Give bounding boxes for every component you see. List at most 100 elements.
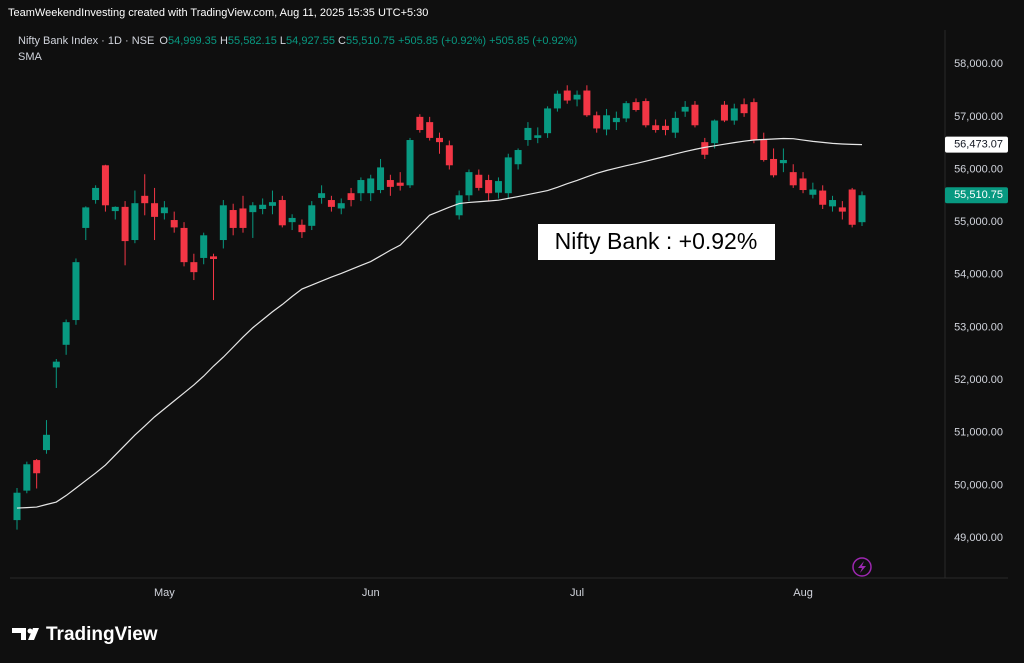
candle-body (160, 207, 168, 214)
logo-mark (12, 628, 26, 640)
candle-body (455, 195, 463, 216)
legend-line: Nifty Bank Index · 1D · NSE O54,999.35 H… (18, 35, 577, 47)
candle-body (671, 117, 679, 133)
candle-body (219, 205, 227, 241)
candle-body (259, 204, 267, 209)
candle-body (42, 434, 50, 451)
ohlc-key: L (280, 35, 286, 47)
candle-body (603, 115, 611, 130)
candle-body (642, 101, 650, 126)
candle-body (13, 492, 21, 521)
candle-body (593, 115, 601, 129)
candle-body (210, 256, 218, 259)
x-tick-label: May (154, 587, 175, 599)
alert-bolt (858, 561, 866, 573)
y-tick-label: 56,000.00 (954, 163, 1003, 175)
candle-body (701, 142, 709, 155)
ohlc-key: C (338, 35, 346, 47)
change: +505.85 (+0.92%) (398, 35, 486, 47)
candle-body (838, 207, 846, 212)
candle-body (711, 120, 719, 144)
annotation: Nifty Bank : +0.92% (555, 228, 758, 254)
price-label: 55,510.75 (954, 189, 1003, 201)
candle-body (583, 90, 591, 116)
candle-body (534, 135, 542, 138)
y-tick-label: 57,000.00 (954, 111, 1003, 123)
y-tick-label: 49,000.00 (954, 532, 1003, 544)
ohlc-value: 54,999.35 (168, 35, 217, 47)
candle-body (288, 217, 296, 223)
candle-body (249, 205, 257, 213)
x-tick-label: Aug (793, 587, 813, 599)
candle-body (62, 322, 70, 345)
candle-body (200, 235, 208, 258)
symbol: Nifty Bank Index · 1D · NSE (18, 35, 154, 47)
candle-body (553, 93, 561, 109)
ohlc-value: 55,582.15 (228, 35, 277, 47)
candle-body (465, 172, 473, 196)
y-tick-label: 58,000.00 (954, 58, 1003, 70)
candle-body (760, 140, 768, 161)
candle-body (92, 187, 100, 201)
candle-body (612, 117, 620, 123)
candle-body (111, 206, 119, 212)
ohlc-value: 55,510.75 (346, 35, 395, 47)
candle-body (23, 464, 31, 491)
candle-body (514, 150, 522, 165)
candle-body (170, 220, 178, 228)
y-tick-label: 53,000.00 (954, 321, 1003, 333)
candle-body (445, 145, 453, 166)
candle-body (740, 104, 748, 114)
y-tick-label: 50,000.00 (954, 479, 1003, 491)
candle-body (720, 104, 728, 121)
logo: TradingView (12, 624, 158, 645)
candle-body (681, 106, 689, 112)
candle-body (858, 195, 866, 223)
x-tick-label: Jul (570, 587, 584, 599)
candle-body (691, 104, 699, 126)
candle-body (396, 182, 404, 186)
candle-body (337, 203, 345, 209)
candle-body (101, 165, 109, 206)
candle-body (632, 102, 640, 111)
candle-body (426, 122, 434, 138)
y-tick-label: 52,000.00 (954, 374, 1003, 386)
ohlc-key: H (220, 35, 228, 47)
candle-body (563, 90, 571, 101)
candle-body (131, 203, 139, 241)
candle-body (652, 125, 660, 131)
candle-body (504, 157, 512, 194)
candle-body (485, 180, 493, 194)
candle-body (730, 108, 738, 121)
candle-body (386, 180, 394, 187)
y-tick-label: 54,000.00 (954, 269, 1003, 281)
candle-body (475, 174, 483, 188)
candle-body (406, 140, 414, 186)
change: +505.85 (+0.92%) (489, 35, 577, 47)
y-tick-label: 55,000.00 (954, 216, 1003, 228)
x-tick-label: Jun (362, 587, 380, 599)
candle-body (789, 172, 797, 186)
logo-text: TradingView (46, 624, 158, 645)
candle-body (141, 195, 149, 204)
logo-mark (28, 628, 39, 640)
candle-body (268, 202, 276, 206)
candle-body (622, 103, 630, 119)
price-label-box (945, 187, 1008, 204)
candle-body (779, 160, 787, 164)
attribution: TeamWeekendInvesting created with Tradin… (8, 7, 428, 19)
candle-body (848, 189, 856, 225)
candle-body (180, 227, 188, 263)
candle-body (318, 193, 326, 198)
alert-icon[interactable] (852, 557, 872, 577)
candle-body (544, 108, 552, 134)
candle-body (239, 208, 247, 228)
candle-body (799, 178, 807, 191)
candle-body (416, 116, 424, 131)
candle-body (121, 206, 129, 242)
candle-body (278, 200, 286, 226)
candle-body (190, 262, 198, 273)
candle-body (573, 94, 581, 100)
candle-body (33, 460, 41, 474)
